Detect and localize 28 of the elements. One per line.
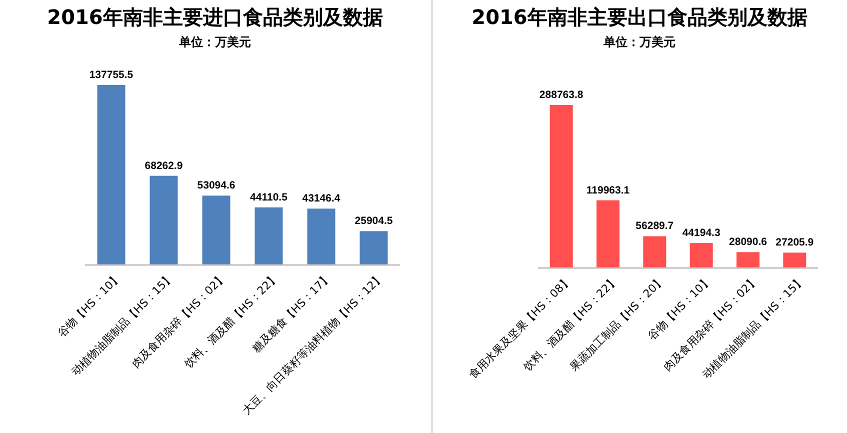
bar <box>97 85 126 265</box>
chart-title: 2016年南非主要进口食品类别及数据 <box>47 5 383 29</box>
bar <box>360 231 388 265</box>
bar <box>690 243 713 268</box>
data-label: 43146.4 <box>302 192 340 205</box>
data-label: 137755.5 <box>89 69 134 81</box>
bar <box>254 207 283 265</box>
data-label: 28090.6 <box>729 236 768 248</box>
data-label: 25904.5 <box>354 215 393 228</box>
data-label: 44194.3 <box>682 227 720 240</box>
bar <box>736 252 760 268</box>
chart-title: 2016年南非主要出口食品类别及数据 <box>472 5 808 29</box>
data-label: 119963.1 <box>586 184 630 196</box>
bar <box>783 252 806 268</box>
bar <box>596 200 620 268</box>
data-label: 288763.8 <box>539 89 584 101</box>
data-label: 53094.6 <box>197 180 236 192</box>
chart-subtitle: 单位：万美元 <box>178 35 251 49</box>
bar <box>307 208 336 265</box>
data-label: 56289.7 <box>636 220 674 232</box>
data-label: 44110.5 <box>250 191 288 204</box>
chart-subtitle: 单位：万美元 <box>602 35 676 49</box>
data-label: 68262.9 <box>144 160 183 172</box>
bar <box>550 105 573 268</box>
data-label: 27205.9 <box>776 236 814 249</box>
bar <box>643 236 666 268</box>
bar <box>202 196 230 265</box>
bar <box>150 176 178 265</box>
